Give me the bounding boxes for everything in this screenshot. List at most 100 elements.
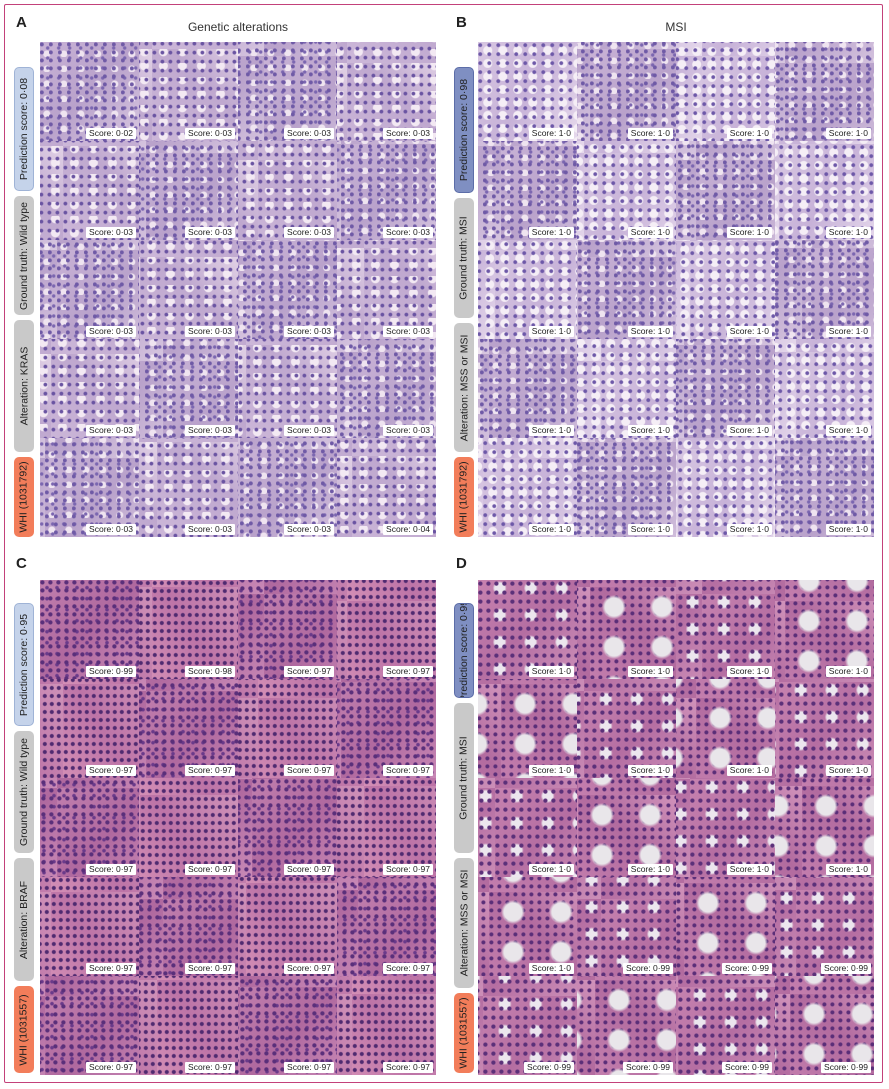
tile-score-label: Score: 0·97 — [383, 666, 433, 677]
tile-grid: Score: 1·0 Score: 1·0 Score: 1·0 Score: 1·0… — [478, 42, 874, 537]
tissue-tile: Score: 0·03 — [139, 438, 238, 537]
panel-title: MSI — [665, 20, 687, 34]
tissue-tile: Score: 0·97 — [40, 679, 139, 778]
tile-score-label: Score: 0·97 — [185, 864, 235, 875]
tissue-tile: Score: 1·0 — [577, 42, 676, 141]
ground-truth-label: Ground truth: MSI — [454, 198, 474, 318]
ground-truth-label: Ground truth: Wild type — [14, 731, 34, 853]
tile-score-label: Score: 1·0 — [627, 227, 673, 238]
tile-score-label: Score: 0·99 — [821, 1062, 871, 1073]
tissue-tile: Score: 1·0 — [478, 679, 577, 778]
tissue-tile: Score: 1·0 — [676, 778, 775, 877]
tissue-tile: Score: 0·03 — [40, 339, 139, 438]
tile-score-label: Score: 1·0 — [528, 864, 574, 875]
tissue-tile: Score: 0·03 — [139, 339, 238, 438]
tile-score-label: Score: 0·97 — [284, 1062, 334, 1073]
tissue-tile: Score: 1·0 — [478, 141, 577, 240]
tissue-tile: Score: 0·97 — [238, 877, 337, 976]
tile-score-label: Score: 1·0 — [627, 666, 673, 677]
tile-score-label: Score: 0·97 — [86, 864, 136, 875]
tissue-tile: Score: 0·03 — [40, 438, 139, 537]
tile-score-label: Score: 1·0 — [825, 765, 871, 776]
tissue-tile: Score: 0·03 — [337, 42, 436, 141]
tile-score-label: Score: 0·97 — [284, 963, 334, 974]
tissue-tile: Score: 1·0 — [775, 240, 874, 339]
tissue-tile: Score: 0·97 — [40, 778, 139, 877]
tile-score-label: Score: 1·0 — [627, 864, 673, 875]
tissue-tile: Score: 0·97 — [337, 778, 436, 877]
tile-score-label: Score: 0·03 — [185, 326, 235, 337]
tissue-tile: Score: 0·04 — [337, 438, 436, 537]
tile-score-label: Score: 1·0 — [528, 425, 574, 436]
tissue-tile: Score: 1·0 — [775, 339, 874, 438]
alteration-label: Alteration: KRAS — [14, 320, 34, 452]
alteration-label: Alteration: MSS or MSI — [454, 323, 474, 452]
tissue-tile: Score: 0·99 — [676, 877, 775, 976]
slide-id-label: WHI (1031557) — [454, 993, 474, 1073]
tile-score-label: Score: 1·0 — [825, 524, 871, 535]
tile-score-label: Score: 0·97 — [86, 963, 136, 974]
tissue-tile: Score: 0·97 — [139, 679, 238, 778]
tissue-tile: Score: 1·0 — [775, 438, 874, 537]
side-labels: Prediction score: 0·95 Ground truth: Wil… — [14, 603, 34, 1073]
tile-score-label: Score: 1·0 — [528, 765, 574, 776]
panel-letter: A — [16, 14, 27, 31]
tile-score-label: Score: 1·0 — [627, 128, 673, 139]
side-labels: Prediction score: 0·08 Ground truth: Wil… — [14, 67, 34, 537]
tissue-tile: Score: 1·0 — [775, 778, 874, 877]
tile-score-label: Score: 0·02 — [86, 128, 136, 139]
tile-score-label: Score: 1·0 — [726, 864, 772, 875]
tissue-tile: Score: 0·03 — [238, 42, 337, 141]
tile-score-label: Score: 1·0 — [726, 765, 772, 776]
tile-score-label: Score: 0·03 — [383, 128, 433, 139]
tile-score-label: Score: 1·0 — [825, 425, 871, 436]
tissue-tile: Score: 1·0 — [478, 877, 577, 976]
tissue-tile: Score: 0·03 — [40, 141, 139, 240]
panel-letter: D — [456, 555, 467, 572]
tissue-tile: Score: 0·97 — [337, 679, 436, 778]
tile-score-label: Score: 0·97 — [86, 1062, 136, 1073]
tile-score-label: Score: 0·03 — [284, 128, 334, 139]
tile-score-label: Score: 1·0 — [726, 666, 772, 677]
tile-score-label: Score: 0·03 — [383, 227, 433, 238]
tissue-tile: Score: 0·97 — [238, 976, 337, 1075]
tile-score-label: Score: 0·03 — [185, 524, 235, 535]
figure-frame — [4, 4, 883, 1083]
tissue-tile: Score: 1·0 — [577, 438, 676, 537]
tile-score-label: Score: 0·03 — [86, 326, 136, 337]
tissue-tile: Score: 0·03 — [238, 438, 337, 537]
slide-id-label: WHI (1031557) — [14, 986, 34, 1073]
prediction-score-label: Prediction score: 0·95 — [14, 603, 34, 726]
tissue-tile: Score: 0·03 — [40, 240, 139, 339]
tissue-tile: Score: 0·97 — [40, 877, 139, 976]
panel-letter: B — [456, 14, 467, 31]
tissue-tile: Score: 0·03 — [238, 339, 337, 438]
tile-score-label: Score: 1·0 — [528, 666, 574, 677]
tissue-tile: Score: 1·0 — [577, 778, 676, 877]
tile-score-label: Score: 1·0 — [825, 227, 871, 238]
tile-score-label: Score: 0·99 — [821, 963, 871, 974]
tissue-tile: Score: 0·99 — [775, 976, 874, 1075]
tissue-tile: Score: 1·0 — [577, 580, 676, 679]
tissue-tile: Score: 0·03 — [139, 141, 238, 240]
tissue-tile: Score: 1·0 — [478, 438, 577, 537]
tissue-tile: Score: 1·0 — [775, 141, 874, 240]
tile-score-label: Score: 1·0 — [825, 326, 871, 337]
tile-score-label: Score: 1·0 — [528, 963, 574, 974]
tissue-tile: Score: 1·0 — [577, 240, 676, 339]
tissue-tile: Score: 1·0 — [676, 679, 775, 778]
tile-score-label: Score: 1·0 — [726, 227, 772, 238]
tissue-tile: Score: 0·99 — [40, 580, 139, 679]
tissue-tile: Score: 1·0 — [676, 438, 775, 537]
tile-score-label: Score: 1·0 — [627, 524, 673, 535]
tile-score-label: Score: 0·97 — [383, 1062, 433, 1073]
tile-score-label: Score: 1·0 — [726, 128, 772, 139]
tissue-tile: Score: 1·0 — [775, 42, 874, 141]
tissue-tile: Score: 1·0 — [478, 580, 577, 679]
tissue-tile: Score: 0·02 — [40, 42, 139, 141]
tile-score-label: Score: 1·0 — [528, 128, 574, 139]
prediction-score-label: Prediction score: 0·08 — [14, 67, 34, 191]
tile-score-label: Score: 0·03 — [86, 524, 136, 535]
tile-score-label: Score: 0·03 — [284, 425, 334, 436]
tissue-tile: Score: 0·98 — [139, 580, 238, 679]
